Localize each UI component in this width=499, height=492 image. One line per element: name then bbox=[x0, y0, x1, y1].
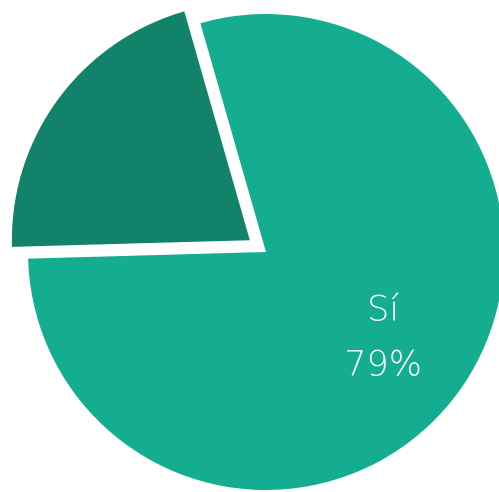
slice-label: Sí bbox=[367, 290, 399, 330]
pie-slice bbox=[28, 14, 499, 490]
slice-value-label: 79% bbox=[344, 345, 422, 385]
pie-slice bbox=[11, 11, 250, 247]
